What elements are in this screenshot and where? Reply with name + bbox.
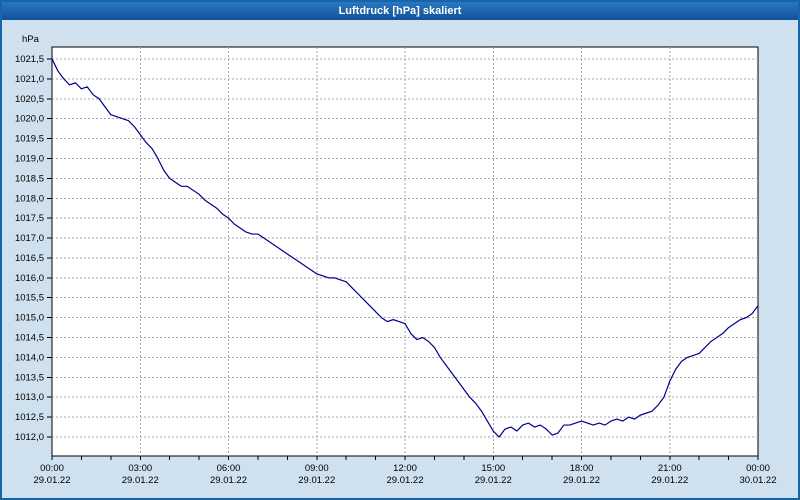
y-axis-label: 1013,0 <box>15 392 44 403</box>
x-axis-time-label: 21:00 <box>658 463 682 474</box>
y-axis-label: 1015,5 <box>15 293 44 304</box>
x-axis-date-label: 29.01.22 <box>651 475 688 486</box>
window-titlebar: Luftdruck [hPa] skaliert <box>2 2 798 20</box>
x-axis-time-label: 00:00 <box>746 463 770 474</box>
x-axis-date-label: 30.01.22 <box>740 475 777 486</box>
y-axis-unit-label: hPa <box>22 34 40 45</box>
y-axis-label: 1016,0 <box>15 273 44 284</box>
window-title: Luftdruck [hPa] skaliert <box>338 5 462 17</box>
y-axis-label: 1021,0 <box>15 74 44 85</box>
x-axis-date-label: 29.01.22 <box>298 475 335 486</box>
x-axis-time-label: 03:00 <box>128 463 152 474</box>
x-axis-date-label: 29.01.22 <box>387 475 424 486</box>
y-axis-label: 1016,5 <box>15 253 44 264</box>
y-axis-label: 1017,0 <box>15 233 44 244</box>
x-axis-date-label: 29.01.22 <box>34 475 71 486</box>
x-axis-time-label: 18:00 <box>570 463 594 474</box>
x-axis-date-label: 29.01.22 <box>475 475 512 486</box>
y-axis-label: 1020,0 <box>15 114 44 125</box>
y-axis-label: 1017,5 <box>15 213 44 224</box>
x-axis-date-label: 29.01.22 <box>563 475 600 486</box>
x-axis-time-label: 15:00 <box>481 463 505 474</box>
y-axis-label: 1015,0 <box>15 313 44 324</box>
y-axis-label: 1013,5 <box>15 372 44 383</box>
pressure-chart: hPa 1021,5 1021,0 1020,5 1020,0 1019,5 1019,0 1… <box>15 34 777 486</box>
y-axis-label: 1014,0 <box>15 352 44 363</box>
x-axis-time-label: 12:00 <box>393 463 417 474</box>
y-axis-label: 1014,5 <box>15 333 44 344</box>
y-axis-label: 1021,5 <box>15 54 44 65</box>
y-axis-label: 1018,5 <box>15 173 44 184</box>
y-axis-label: 1012,0 <box>15 432 44 443</box>
x-axis-time-label: 06:00 <box>217 463 241 474</box>
chart-region: hPa 1021,5 1021,0 1020,5 1020,0 1019,5 1019,0 1… <box>2 20 798 498</box>
y-axis-label: 1019,5 <box>15 134 44 145</box>
x-axis-time-label: 09:00 <box>305 463 329 474</box>
x-axis-time-label: 00:00 <box>40 463 64 474</box>
y-axis-label: 1020,5 <box>15 94 44 105</box>
y-axis-label: 1019,0 <box>15 153 44 164</box>
x-axis-date-label: 29.01.22 <box>210 475 247 486</box>
y-axis-label: 1012,5 <box>15 412 44 423</box>
y-axis-label: 1018,0 <box>15 193 44 204</box>
x-axis-date-label: 29.01.22 <box>122 475 159 486</box>
pressure-line <box>51 58 759 438</box>
